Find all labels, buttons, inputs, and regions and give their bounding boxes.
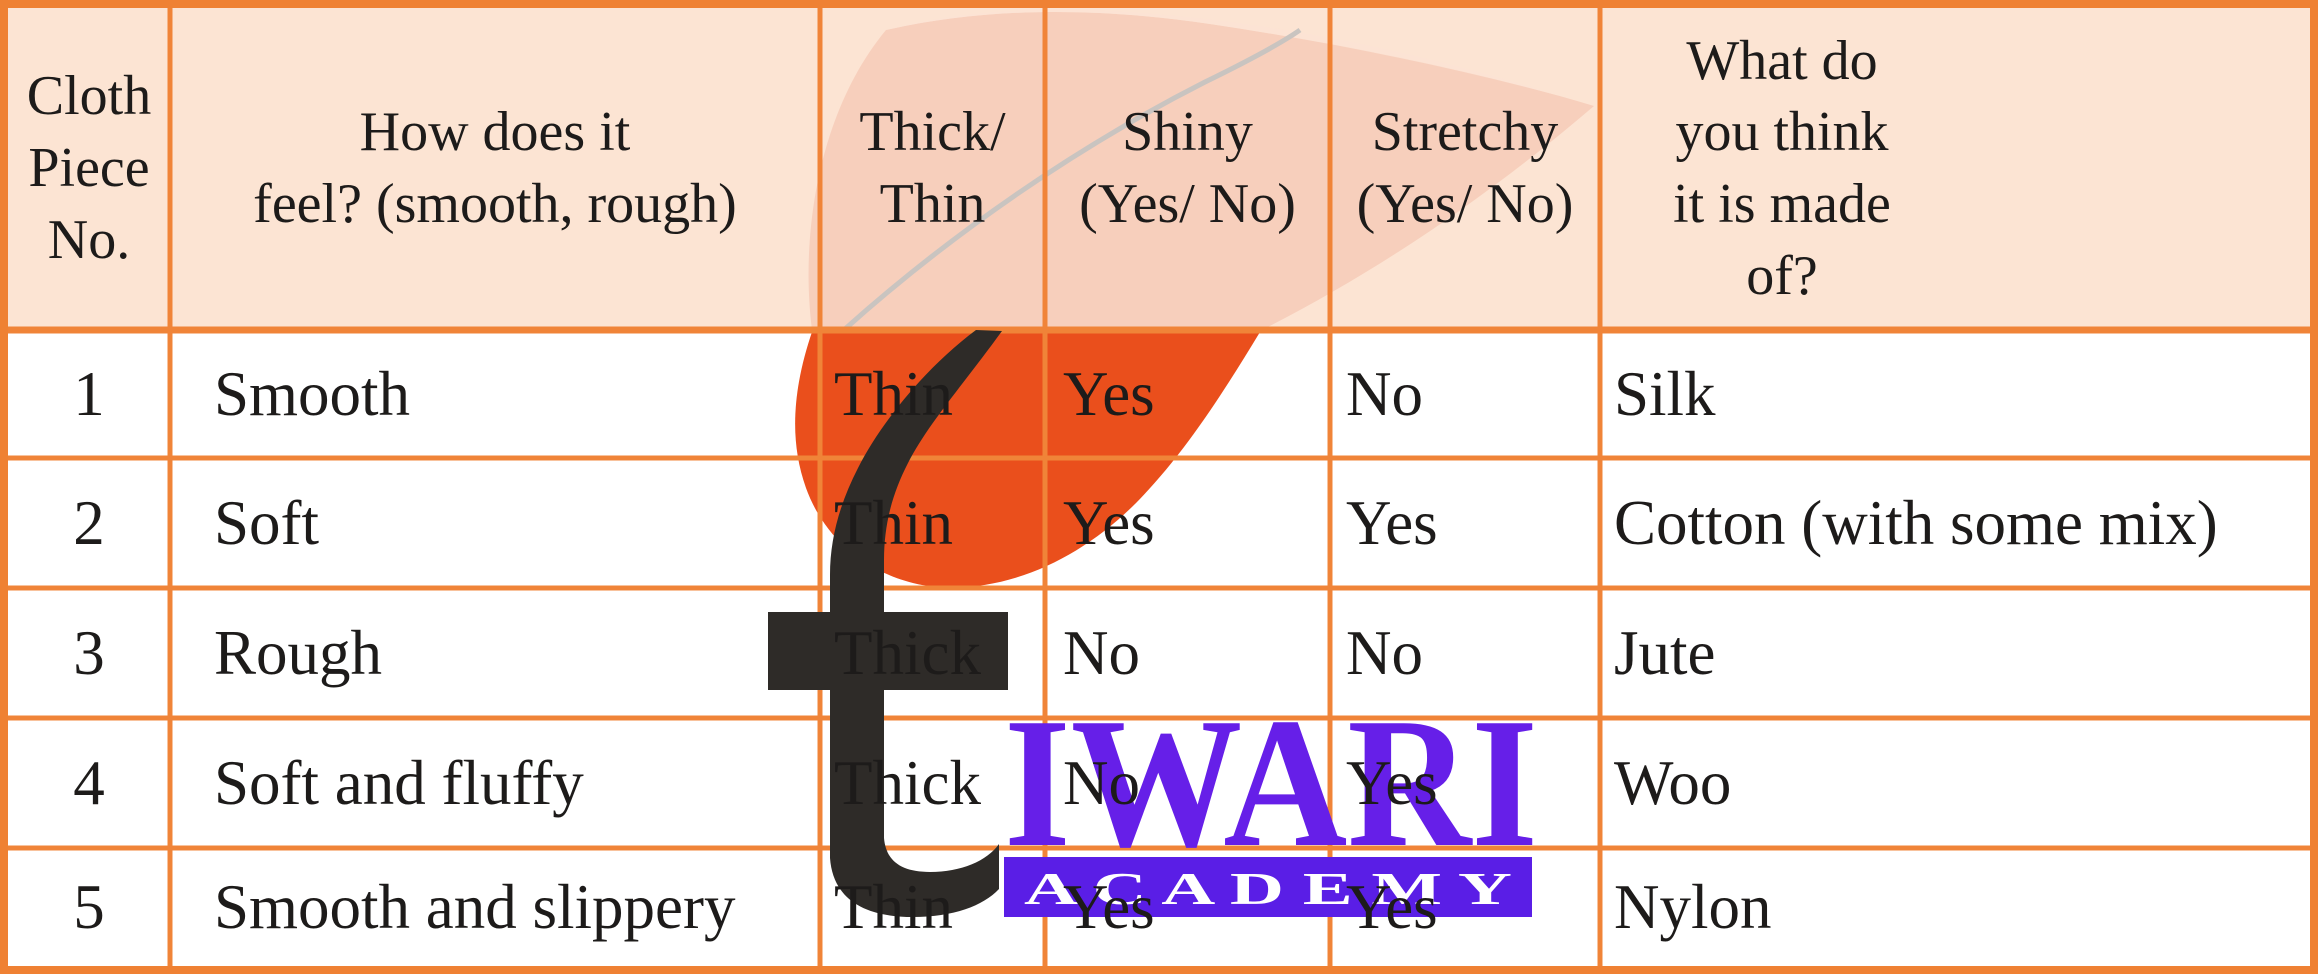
observation-table: Cloth Piece No. How does it feel? (smoot… bbox=[8, 8, 2310, 966]
table-cell-row3-feel: Rough bbox=[214, 617, 383, 688]
logo-wordmark-text: IWARI bbox=[1004, 680, 1538, 886]
table-cell-row2-made-of: Cotton (with some mix) bbox=[1614, 487, 2218, 558]
table-cell-row3-thickness: Thick bbox=[834, 617, 981, 688]
table-cell-row4-made-of: Woo bbox=[1614, 747, 1732, 818]
table-cell-row1-shiny: Yes bbox=[1063, 358, 1155, 429]
table-cell-row5-feel: Smooth and slippery bbox=[214, 871, 736, 942]
table-cell-row2-feel: Soft bbox=[214, 487, 320, 558]
table-cell-row3-shiny: No bbox=[1063, 617, 1140, 688]
table-cell-row5-shiny: Yes bbox=[1063, 871, 1155, 942]
table-cell-row2-stretchy: Yes bbox=[1346, 487, 1438, 558]
table-cell-row1-stretchy: No bbox=[1346, 358, 1423, 429]
column-header-how-does-it-feel: How does it feel? (smooth, rough) bbox=[253, 101, 737, 235]
logo-banner-text: A C A D E M Y bbox=[1024, 863, 1512, 914]
column-header-shiny: Shiny (Yes/ No) bbox=[1079, 101, 1296, 235]
table-cell-row2-no: 2 bbox=[73, 487, 105, 558]
table-cell-row3-made-of: Jute bbox=[1614, 617, 1716, 688]
leaf-pale-shape bbox=[808, 11, 1594, 330]
table-cell-row1-feel: Smooth bbox=[214, 358, 411, 429]
table-cell-row3-no: 3 bbox=[73, 617, 105, 688]
table-cell-row1-thickness: Thin bbox=[834, 358, 953, 429]
column-header-made-of: What do you think it is made of? bbox=[1600, 8, 2310, 330]
table-cell-row4-stretchy: Yes bbox=[1346, 747, 1438, 818]
leaf-vein bbox=[843, 27, 1302, 331]
table-cell-row5-stretchy: Yes bbox=[1346, 871, 1438, 942]
table-cell-row4-feel: Soft and fluffy bbox=[214, 747, 584, 818]
column-header-thick-thin: Thick/ Thin bbox=[859, 101, 1006, 235]
table-cell-row5-thickness: Thin bbox=[834, 871, 953, 942]
table-cell-row1-made-of: Silk bbox=[1614, 358, 1716, 429]
table-cell-row4-thickness: Thick bbox=[834, 747, 981, 818]
table-cell-row3-stretchy: No bbox=[1346, 617, 1423, 688]
table-cell-row5-made-of: Nylon bbox=[1614, 871, 1772, 942]
table-cell-row4-no: 4 bbox=[73, 747, 105, 818]
column-header-stretchy: Stretchy (Yes/ No) bbox=[1356, 101, 1574, 235]
table-cell-row5-no: 5 bbox=[73, 871, 105, 942]
logo-letter-t-icon bbox=[768, 330, 1008, 917]
table-cell-row2-thickness: Thin bbox=[834, 487, 953, 558]
column-header-cloth-piece-no: Cloth Piece No. bbox=[26, 65, 152, 271]
leaf-highlight-shape bbox=[886, 9, 1560, 96]
column-header-made-of-text: What do you think it is made of? bbox=[1673, 29, 1891, 307]
table-cell-row4-shiny: No bbox=[1063, 747, 1140, 818]
logo-banner bbox=[1004, 857, 1532, 917]
table-cell-row1-no: 1 bbox=[73, 358, 105, 429]
table-cell-row2-shiny: Yes bbox=[1063, 487, 1155, 558]
